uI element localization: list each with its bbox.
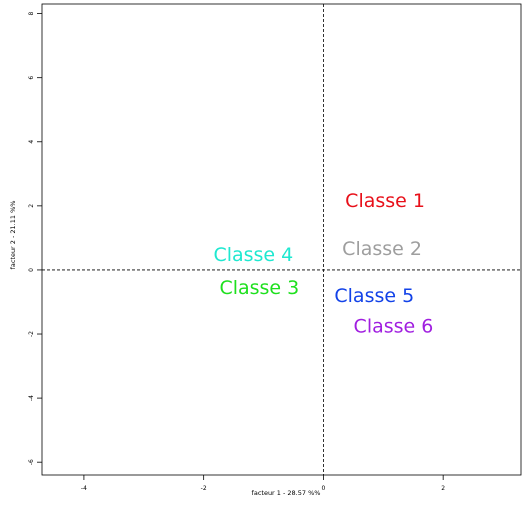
y-tick-label: -6 xyxy=(28,459,35,465)
x-axis-title: facteur 1 - 28.57 %% xyxy=(252,489,321,497)
point-label-classe-1: Classe 1 xyxy=(345,190,425,212)
plot-frame xyxy=(41,3,522,476)
y-tick-label: 6 xyxy=(28,76,35,80)
y-tick-label: 2 xyxy=(28,204,35,208)
point-label-classe-6: Classe 6 xyxy=(354,316,434,338)
y-tick-label: 8 xyxy=(28,12,35,16)
y-axis-title: facteur 2 - 21.11 %% xyxy=(9,201,17,270)
y-tick-label: 0 xyxy=(28,268,35,272)
y-tick-label: 4 xyxy=(28,140,35,144)
y-tick-label: -4 xyxy=(28,395,35,401)
point-label-classe-3: Classe 3 xyxy=(219,277,299,299)
x-tick-label: 0 xyxy=(321,485,325,492)
y-tick-label: -2 xyxy=(28,331,35,337)
point-label-classe-2: Classe 2 xyxy=(342,238,422,260)
x-tick-label: -4 xyxy=(81,485,87,492)
point-label-classe-4: Classe 4 xyxy=(213,244,293,266)
x-tick-label: -2 xyxy=(201,485,207,492)
x-tick-label: 2 xyxy=(441,485,445,492)
point-label-classe-5: Classe 5 xyxy=(334,285,414,307)
